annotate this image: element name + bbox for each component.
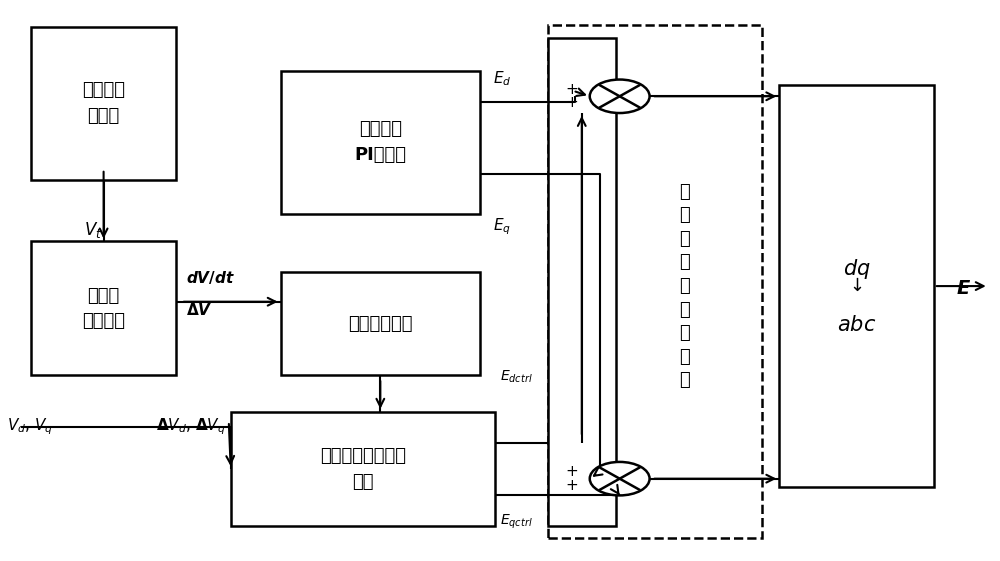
Text: 直驱风机
输出端: 直驱风机 输出端: [82, 81, 125, 125]
Text: $+$: $+$: [565, 465, 578, 480]
Text: $\boldsymbol{E}$: $\boldsymbol{E}$: [956, 279, 971, 298]
Text: $\boldsymbol{V_d}$, $\boldsymbol{V_q}$: $\boldsymbol{V_d}$, $\boldsymbol{V_q}$: [7, 416, 54, 437]
Bar: [31, 26, 176, 180]
Bar: [548, 25, 762, 539]
Text: 端电压
测量模块: 端电压 测量模块: [82, 287, 125, 330]
Text: $\boldsymbol{E_q}$: $\boldsymbol{E_q}$: [493, 217, 511, 237]
Text: $abc$: $abc$: [837, 315, 876, 335]
Bar: [281, 272, 480, 375]
Text: 控制启动模块: 控制启动模块: [348, 315, 413, 333]
Bar: [281, 71, 480, 214]
Bar: [779, 85, 934, 487]
Text: $\boldsymbol{V_t}$: $\boldsymbol{V_t}$: [84, 220, 102, 240]
Text: $\boldsymbol{\Delta V_d}$, $\boldsymbol{\Delta V_q}$: $\boldsymbol{\Delta V_d}$, $\boldsymbol{…: [156, 416, 226, 437]
Text: $\boldsymbol{E_d}$: $\boldsymbol{E_d}$: [493, 69, 511, 88]
Text: $\boldsymbol{E_{qctrl}}$: $\boldsymbol{E_{qctrl}}$: [500, 513, 533, 531]
Circle shape: [590, 80, 650, 113]
Text: $+$: $+$: [565, 82, 578, 97]
Text: $\boldsymbol{E_{dctrl}}$: $\boldsymbol{E_{dctrl}}$: [500, 369, 533, 385]
Text: ↓: ↓: [849, 277, 864, 295]
Text: $+$: $+$: [565, 478, 578, 493]
Text: $\boldsymbol{dV/dt}$: $\boldsymbol{dV/dt}$: [186, 269, 235, 286]
Circle shape: [590, 462, 650, 495]
Text: $+$: $+$: [565, 95, 578, 111]
Bar: [548, 38, 616, 526]
Text: 电压校正信号生成
模块: 电压校正信号生成 模块: [320, 447, 406, 491]
Text: 端
电
压
响
应
优
化
模
块: 端 电 压 响 应 优 化 模 块: [679, 183, 690, 389]
Bar: [231, 412, 495, 526]
Text: $dq$: $dq$: [843, 257, 870, 281]
Text: 电流控制
PI控制器: 电流控制 PI控制器: [354, 121, 406, 164]
Text: $\boldsymbol{\Delta V}$: $\boldsymbol{\Delta V}$: [186, 301, 212, 318]
Bar: [31, 241, 176, 375]
